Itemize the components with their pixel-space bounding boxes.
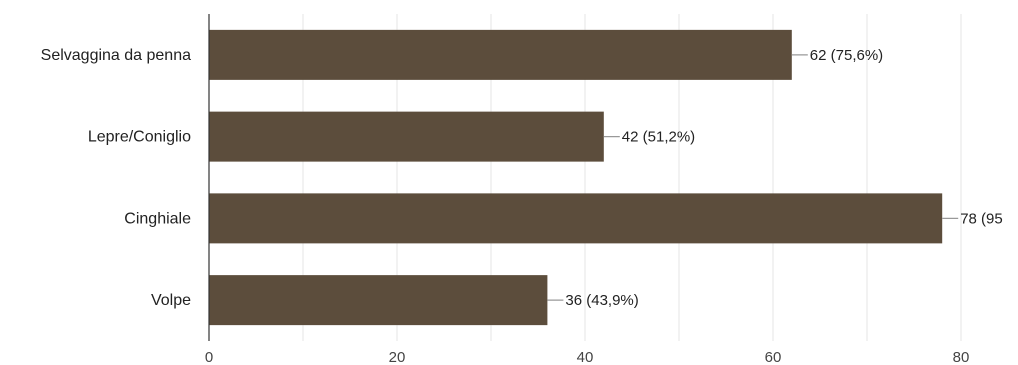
x-tick-label: 20 (389, 349, 406, 365)
bar (209, 193, 943, 244)
bar (209, 29, 792, 80)
category-label: Selvaggina da penna (41, 47, 191, 64)
data-label: 36 (43,9%) (565, 292, 638, 309)
data-label: 62 (75,6%) (810, 47, 883, 64)
category-label: Lepre/Coniglio (88, 129, 191, 146)
data-label: 42 (51,2%) (622, 129, 695, 146)
x-tick-label: 0 (205, 349, 213, 365)
x-tick-label: 60 (765, 349, 782, 365)
x-tick-label: 40 (577, 349, 594, 365)
category-label: Volpe (151, 292, 191, 309)
x-tick-labels: 0 20 40 60 80 (205, 349, 970, 365)
category-labels: Selvaggina da penna Lepre/Coniglio Cinghia… (41, 47, 191, 309)
category-label: Cinghiale (124, 210, 191, 227)
data-label: 78 (95 (960, 210, 1003, 227)
bar (209, 111, 604, 162)
bar (209, 275, 548, 326)
bars (209, 29, 943, 326)
x-tick-label: 80 (953, 349, 970, 365)
data-labels: 62 (75,6%) 42 (51,2%) 78 (95 36 (43,9%) (547, 47, 1003, 309)
